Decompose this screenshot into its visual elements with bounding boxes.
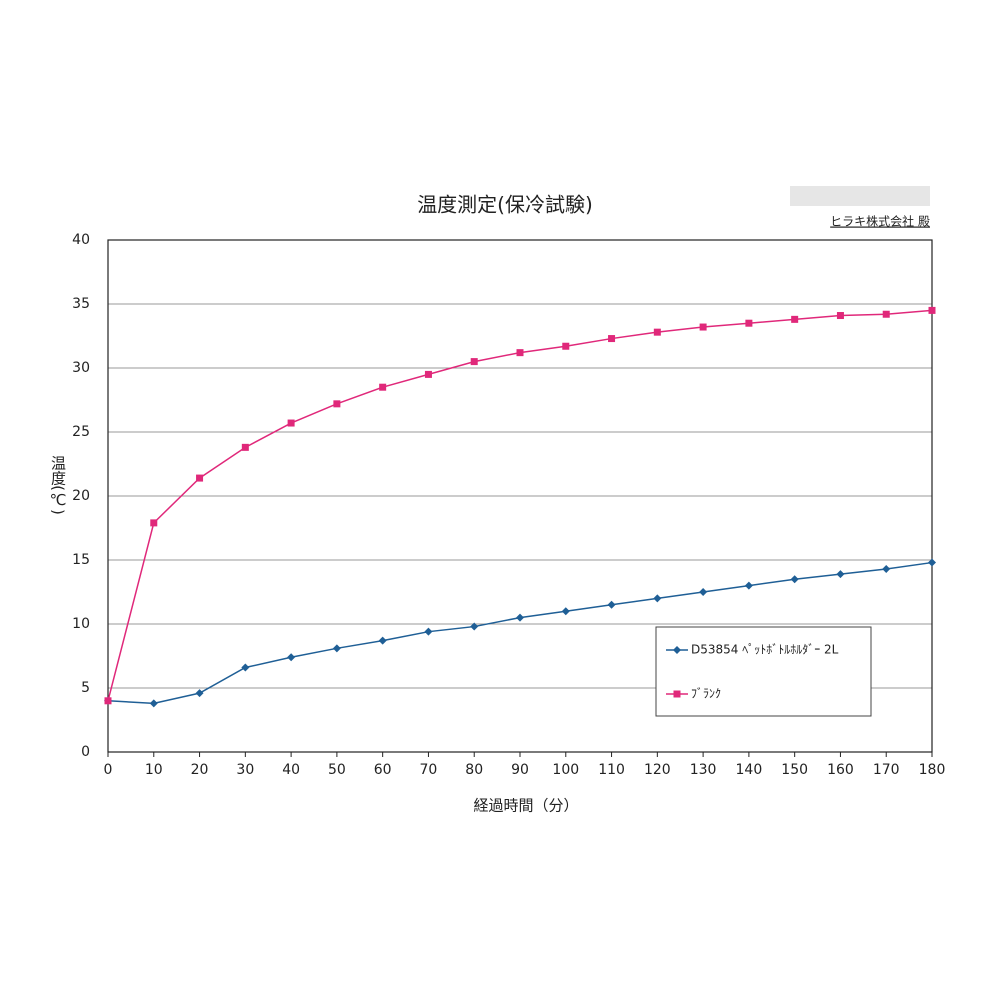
legend-label: D53854 ﾍﾟｯﾄﾎﾞﾄﾙﾎﾙﾀﾞｰ 2L [691, 643, 839, 657]
legend-box [655, 626, 872, 717]
x-tick-label: 70 [420, 762, 438, 778]
marker [516, 349, 524, 357]
marker [745, 319, 753, 327]
marker [470, 622, 479, 631]
marker [928, 306, 936, 314]
x-tick-label: 30 [236, 762, 254, 778]
x-axis-label: 経過時間（分） [473, 797, 578, 815]
marker [287, 653, 296, 662]
x-tick-label: 40 [282, 762, 300, 778]
x-tick-label: 100 [552, 762, 579, 778]
x-tick-label: 150 [781, 762, 808, 778]
marker [149, 699, 158, 708]
marker [424, 627, 433, 636]
marker [241, 443, 249, 451]
marker [882, 564, 891, 573]
x-tick-label: 90 [511, 762, 529, 778]
x-tick-label: 120 [644, 762, 671, 778]
legend: D53854 ﾍﾟｯﾄﾎﾞﾄﾙﾎﾙﾀﾞｰ 2L ﾌﾞﾗﾝｸ [655, 626, 872, 717]
marker [196, 474, 204, 482]
y-tick-label: 35 [72, 296, 90, 312]
marker [378, 636, 387, 645]
x-tick-label: 20 [191, 762, 209, 778]
x-tick-label: 60 [374, 762, 392, 778]
y-tick-label: 0 [81, 744, 90, 760]
x-tick-label: 160 [827, 762, 854, 778]
legend-label: ﾌﾞﾗﾝｸ [691, 687, 721, 701]
y-axis-label: 温度(℃) [49, 455, 67, 515]
redacted-block [790, 186, 930, 206]
y-tick-label: 40 [72, 232, 90, 248]
x-tick-label: 10 [145, 762, 163, 778]
marker [150, 519, 158, 527]
marker [287, 419, 295, 427]
marker [195, 689, 204, 698]
x-tick-label: 170 [873, 762, 900, 778]
x-tick-label: 0 [104, 762, 113, 778]
marker [744, 581, 753, 590]
y-tick-label: 10 [72, 616, 90, 632]
x-tick-label: 110 [598, 762, 625, 778]
marker [379, 383, 387, 391]
note: ヒラキ株式会社 殿 [830, 214, 930, 229]
marker [882, 310, 890, 318]
marker [699, 323, 707, 331]
y-tick-label: 20 [72, 488, 90, 504]
marker [104, 697, 112, 705]
marker [653, 594, 662, 603]
marker [790, 575, 799, 584]
x-tick-label: 130 [690, 762, 717, 778]
marker [928, 558, 936, 567]
marker [673, 690, 681, 698]
marker [699, 588, 708, 596]
x-tick-label: 180 [919, 762, 946, 778]
x-tick-label: 80 [465, 762, 483, 778]
marker [333, 400, 341, 408]
marker [561, 607, 570, 616]
marker [516, 613, 524, 622]
y-tick-label: 25 [72, 424, 90, 440]
y-tick-label: 5 [81, 680, 90, 696]
x-tick-label: 140 [736, 762, 763, 778]
marker [562, 342, 570, 350]
marker [653, 328, 661, 336]
marker [836, 570, 845, 579]
marker [836, 312, 844, 320]
marker [241, 663, 250, 672]
marker [791, 315, 799, 323]
x-tick-label: 50 [328, 762, 346, 778]
y-tick-label: 15 [72, 552, 90, 568]
plot-frame [107, 239, 933, 753]
chart-title: 温度測定(保冷試験) [417, 193, 593, 217]
marker [607, 600, 616, 609]
marker [470, 358, 478, 366]
marker [608, 335, 616, 343]
marker [332, 644, 341, 653]
marker [424, 370, 432, 378]
marker [673, 646, 681, 654]
y-tick-label: 30 [72, 360, 90, 376]
